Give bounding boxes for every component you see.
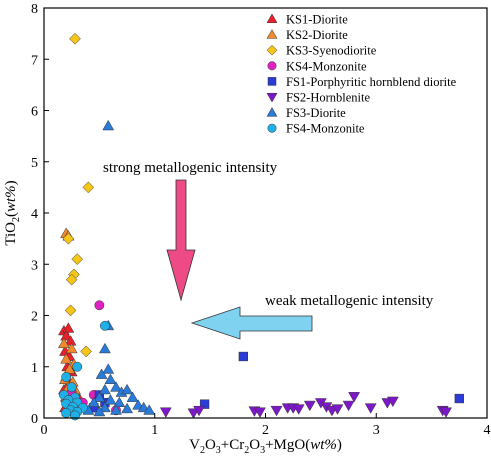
data-point [82, 181, 95, 194]
data-point [60, 353, 73, 364]
y-axis-title: TiO2(wt%) [3, 180, 22, 245]
y-tick-label: 6 [31, 105, 38, 120]
data-point [65, 342, 78, 354]
data-point [87, 396, 100, 407]
legend-label: FS1-Porphyritic hornblend diorite [286, 75, 457, 89]
data-point [64, 304, 77, 317]
data-point [98, 383, 111, 395]
legend-marker [266, 13, 278, 23]
y-tick-label: 2 [31, 310, 38, 325]
data-point [71, 253, 84, 265]
x-tick-label: 3 [373, 423, 380, 438]
legend-label: KS3-Syenodiorite [286, 44, 377, 58]
data-point [121, 402, 133, 414]
annotation-weak-intensity: weak metallogenic intensity [265, 293, 434, 309]
data-point [270, 405, 283, 417]
data-point [93, 391, 106, 402]
data-point [61, 407, 72, 418]
data-point [70, 410, 80, 421]
data-point [126, 391, 139, 402]
arrow-left-icon [190, 306, 313, 340]
data-point [66, 382, 77, 393]
legend-label: FS2-Hornblenite [286, 91, 370, 105]
annotation-strong-intensity: strong metallogenic intensity [103, 160, 278, 176]
data-point [80, 345, 92, 358]
legend-marker [267, 123, 277, 133]
legend-marker [266, 107, 278, 117]
legend-marker [267, 77, 277, 86]
data-point [440, 407, 452, 418]
data-point [93, 405, 106, 417]
y-tick-label: 3 [31, 258, 38, 273]
axis-ticks: 0 1 2 3 4 0 1 2 3 4 5 6 7 8 [31, 2, 491, 438]
data-point [95, 368, 108, 379]
data-point [303, 400, 316, 412]
data-point [364, 403, 377, 414]
data-point [110, 381, 122, 392]
y-tick-label: 5 [31, 156, 38, 171]
data-point [69, 32, 81, 45]
arrow-down-icon [166, 179, 196, 302]
data-point [104, 373, 117, 384]
data-point [102, 119, 115, 131]
data-point [60, 329, 73, 341]
data-point [99, 320, 110, 331]
data-point [62, 232, 75, 245]
series-5 [89, 351, 464, 413]
x-tick-label: 0 [41, 423, 48, 438]
x-axis-title: V2O3+Cr2O3+MgO(wt%) [189, 437, 342, 456]
x-tick-label: 2 [262, 423, 269, 438]
legend-marker [266, 29, 278, 39]
data-point [62, 322, 75, 333]
x-tick-label: 1 [151, 423, 158, 438]
legend-label: FS3-Diorite [286, 106, 346, 120]
data-point [159, 407, 172, 418]
data-point [386, 396, 399, 408]
data-point [58, 337, 70, 349]
data-point [199, 399, 210, 409]
legend-marker [266, 93, 278, 103]
y-tick-label: 0 [31, 412, 38, 427]
legend-marker [266, 44, 278, 56]
data-point [454, 393, 464, 404]
legend-label: KS4-Monzonite [286, 59, 367, 73]
data-point [331, 404, 344, 415]
series-6 [159, 392, 452, 419]
data-point [254, 407, 266, 418]
data-point [193, 405, 205, 417]
legend-label: FS4-Monzonite [286, 122, 365, 136]
data-point [143, 404, 156, 415]
data-point [65, 273, 78, 286]
data-point [72, 361, 83, 372]
annotation-arrows [166, 179, 313, 340]
plot-frame [43, 7, 488, 419]
data-points [58, 32, 464, 421]
data-point [110, 404, 122, 415]
data-point [102, 363, 115, 374]
data-point [98, 342, 111, 354]
y-tick-label: 8 [31, 2, 38, 17]
y-tick-label: 7 [31, 53, 38, 68]
data-point [348, 392, 361, 403]
data-point [61, 372, 72, 382]
data-point [113, 396, 126, 407]
x-tick-label: 4 [484, 423, 491, 438]
data-point [94, 300, 105, 311]
data-point [121, 383, 133, 395]
data-point [238, 351, 248, 362]
data-point [292, 404, 305, 415]
y-tick-label: 1 [31, 361, 38, 376]
legend-label: KS1-Diorite [286, 13, 348, 27]
data-point [104, 394, 117, 405]
series-7 [82, 119, 156, 417]
data-point [98, 401, 111, 413]
legend-label: KS2-Diorite [286, 28, 348, 42]
data-point [342, 400, 355, 412]
y-tick-label: 4 [31, 207, 38, 222]
legend-marker [267, 61, 277, 71]
